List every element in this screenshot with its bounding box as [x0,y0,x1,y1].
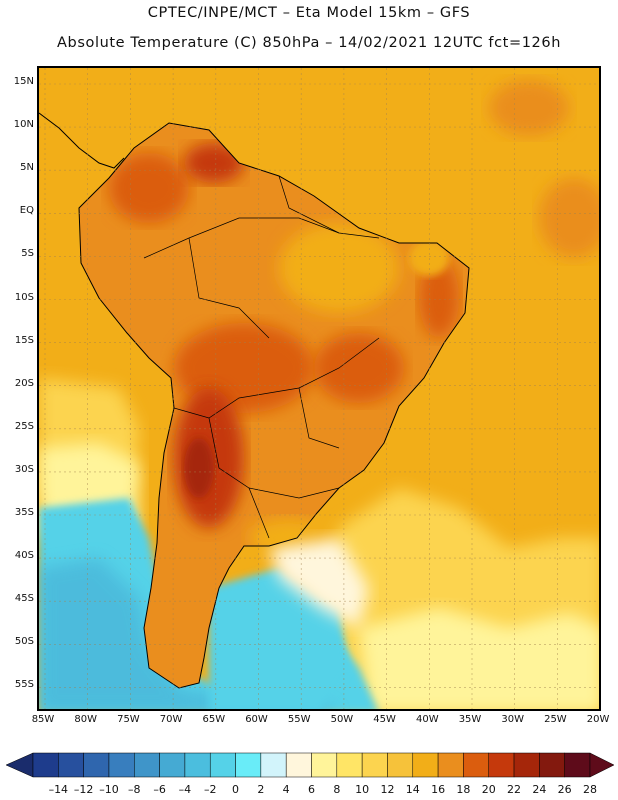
country-borders [143,175,380,539]
colorbar-swatch [336,752,363,778]
colorbar-tick-label: 28 [583,783,597,796]
lon-label: 85W [31,714,55,725]
lat-label: 55S [14,679,34,691]
ocean-warm-spot-ne [489,80,569,136]
colorbar-tick-label: –12 [73,783,94,796]
colorbar [5,752,615,778]
colorbar-tick-label: 24 [532,783,547,796]
temperature-map [39,68,599,709]
colorbar-swatch [387,752,414,778]
lon-label: 60W [245,714,268,725]
colorbar-tick-label: 4 [282,783,290,796]
central-america-outline [39,112,125,169]
lat-label: 5S [21,248,34,260]
colorbar-swatch [285,752,312,778]
lat-label: 10S [14,291,34,303]
lon-label: 80W [74,714,97,725]
lat-label: 40S [14,550,34,562]
colorbar-swatch [513,752,540,778]
colorbar-tick-label: 8 [333,783,341,796]
colorbar-tick-label: 26 [557,783,572,796]
lon-label: 35W [458,714,482,725]
lon-label: 70W [159,714,183,725]
title-line-1: CPTEC/INPE/MCT – Eta Model 15km – GFS [147,5,471,21]
colorbar-left-arrow [5,752,34,778]
lon-label: 20W [586,714,610,725]
lon-label: 55W [287,714,311,725]
colorbar-tick-label: 2 [257,783,265,796]
colorbar-swatch [311,752,338,778]
pale-transition [269,538,369,628]
colorbar-tick-label: –2 [203,783,217,796]
lon-label: 75W [117,714,140,725]
lon-label: 45W [373,714,396,725]
ocean-pale-south [359,608,599,709]
colorbar-tick-label: 6 [308,783,315,796]
colorbar-swatch [83,752,110,778]
lat-label: 50S [14,636,34,648]
colorbar-tick-label: 12 [380,783,395,796]
colorbar-swatch [209,752,236,778]
colorbar-swatch [361,752,388,778]
colorbar-swatch [488,752,515,778]
colorbar-swatch [539,752,565,778]
colorbar-swatch [134,752,160,778]
colorbar-right-arrow [589,752,615,778]
colorbar-tick-label: –6 [153,783,166,796]
lat-lon-gridlines [39,68,599,709]
colorbar-swatch [235,752,262,778]
colorbar-tick-label: 20 [481,783,496,796]
colorbar-swatch [58,752,84,778]
colorbar-swatch [463,752,489,778]
colorbar-tick-label: –14 [48,783,69,796]
lon-label: 40W [415,714,439,725]
colorbar-tick-label: 0 [232,783,240,796]
cold-deep [39,558,333,709]
ocean-warm-spot-e [539,178,599,258]
lat-label: 25S [14,420,34,432]
colorbar-tick-label: 22 [507,783,522,796]
colorbar-tick-label: 16 [431,783,446,796]
lon-label: 30W [501,714,524,725]
colorbar-swatch [184,752,211,778]
lat-label: 45S [14,593,34,605]
lat-label: 5N [20,162,34,174]
colorbar-swatch [260,752,287,778]
colorbar-tick-label: –10 [99,783,119,796]
lon-label: 50W [330,714,354,725]
colorbar-tick-label: –8 [128,783,141,796]
colorbar-tick-label: –4 [178,783,192,796]
lat-label: 35S [14,507,34,518]
colorbar-swatch [32,752,59,778]
lon-label: 25W [544,714,567,725]
colorbar-swatch [412,752,439,778]
colorbar-swatch [159,752,186,778]
lat-label: EQ [19,205,34,217]
lat-label: 20S [14,377,34,389]
lat-label: 15S [14,334,34,346]
lat-label: 15N [13,76,34,87]
lon-label: 65W [202,714,226,725]
colorbar-tick-label: 10 [355,783,370,796]
colorbar-tick-label: 18 [456,783,471,796]
title-line-2: Absolute Temperature (C) 850hPa – 14/02/… [57,35,561,51]
colorbar-tick-label: 14 [405,783,420,796]
lat-label: 10N [13,119,34,131]
lat-label: 30S [14,463,34,475]
colorbar-swatch [564,752,591,778]
continent-outline [78,122,470,689]
colorbar-swatch [437,752,464,778]
colorbar-swatch [108,752,135,778]
map-panel [37,66,601,711]
